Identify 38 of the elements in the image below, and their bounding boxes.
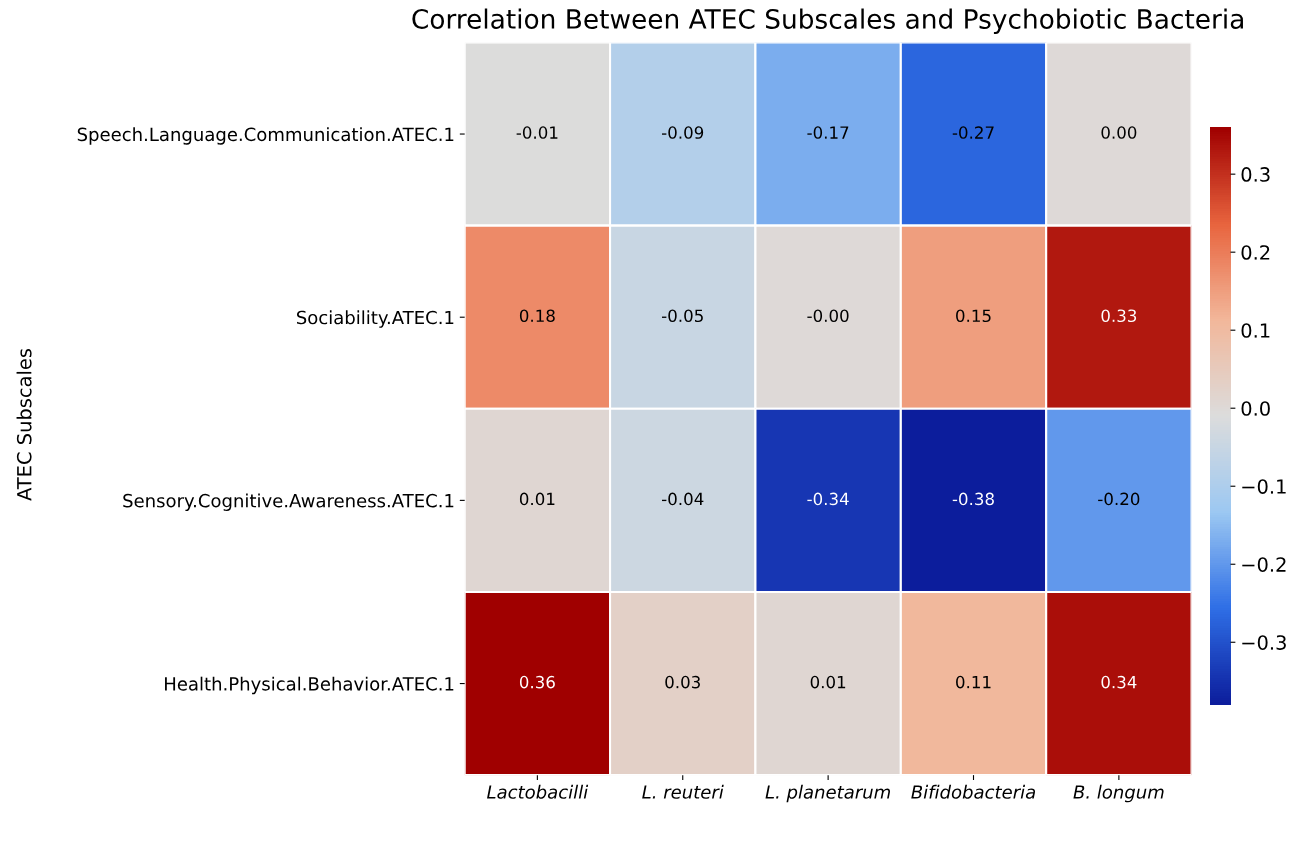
data-label: -0.04: [662, 492, 704, 506]
color-bar-label: 0.2: [1241, 245, 1270, 260]
data-label: -0.00: [807, 309, 849, 323]
data-label: 0.18: [519, 309, 555, 323]
color-bar-label: 0.0: [1241, 401, 1270, 416]
data-label: -0.34: [807, 492, 849, 506]
data-label: -0.01: [516, 126, 558, 139]
data-label: -0.05: [662, 309, 703, 323]
y-tick-label: Speech.Language.Communication.ATEC.1: [77, 127, 454, 145]
data-label: 0.33: [1101, 309, 1137, 323]
data-label: 0.15: [956, 309, 991, 323]
y-tick-label: Health.Physical.Behavior.ATEC.1: [165, 676, 454, 695]
data-label: 0.36: [519, 675, 555, 689]
data-label: 0.01: [810, 675, 846, 689]
color-bar-label: −0.1: [1242, 479, 1286, 494]
data-label: 0.11: [956, 675, 991, 689]
data-label: 0.00: [1101, 126, 1137, 139]
data-label: -0.27: [952, 126, 994, 139]
data-label: 0.03: [665, 675, 700, 689]
x-tick-label: B. longum: [1073, 784, 1164, 803]
y-axis-title: ATEC Subscales: [16, 348, 32, 501]
data-label: -0.17: [807, 126, 849, 139]
color-bar-label: 0.1: [1241, 323, 1270, 338]
color-bar-label: 0.3: [1241, 167, 1270, 182]
data-label: -0.20: [1098, 492, 1140, 506]
y-tick-label: Sensory.Cognitive.Awareness.ATEC.1: [123, 493, 454, 511]
x-tick-label: L. reuteri: [642, 784, 724, 799]
x-tick-label: Lactobacilli: [487, 784, 589, 799]
x-tick-label: L. planetarum: [765, 784, 891, 803]
x-tick-label: Bifidobacteria: [911, 784, 1036, 799]
color-bar-label: −0.3: [1242, 635, 1286, 650]
chart-title: Correlation Between ATEC Subscales and Psychobiotic Bacteria: [412, 8, 1243, 35]
y-tick-label: Sociability.ATEC.1: [296, 310, 454, 328]
data-label: -0.38: [952, 492, 994, 506]
data-label: 0.01: [519, 492, 555, 506]
color-bar-label: −0.2: [1242, 557, 1286, 572]
data-label: -0.09: [662, 126, 704, 139]
data-label: 0.34: [1101, 675, 1137, 689]
